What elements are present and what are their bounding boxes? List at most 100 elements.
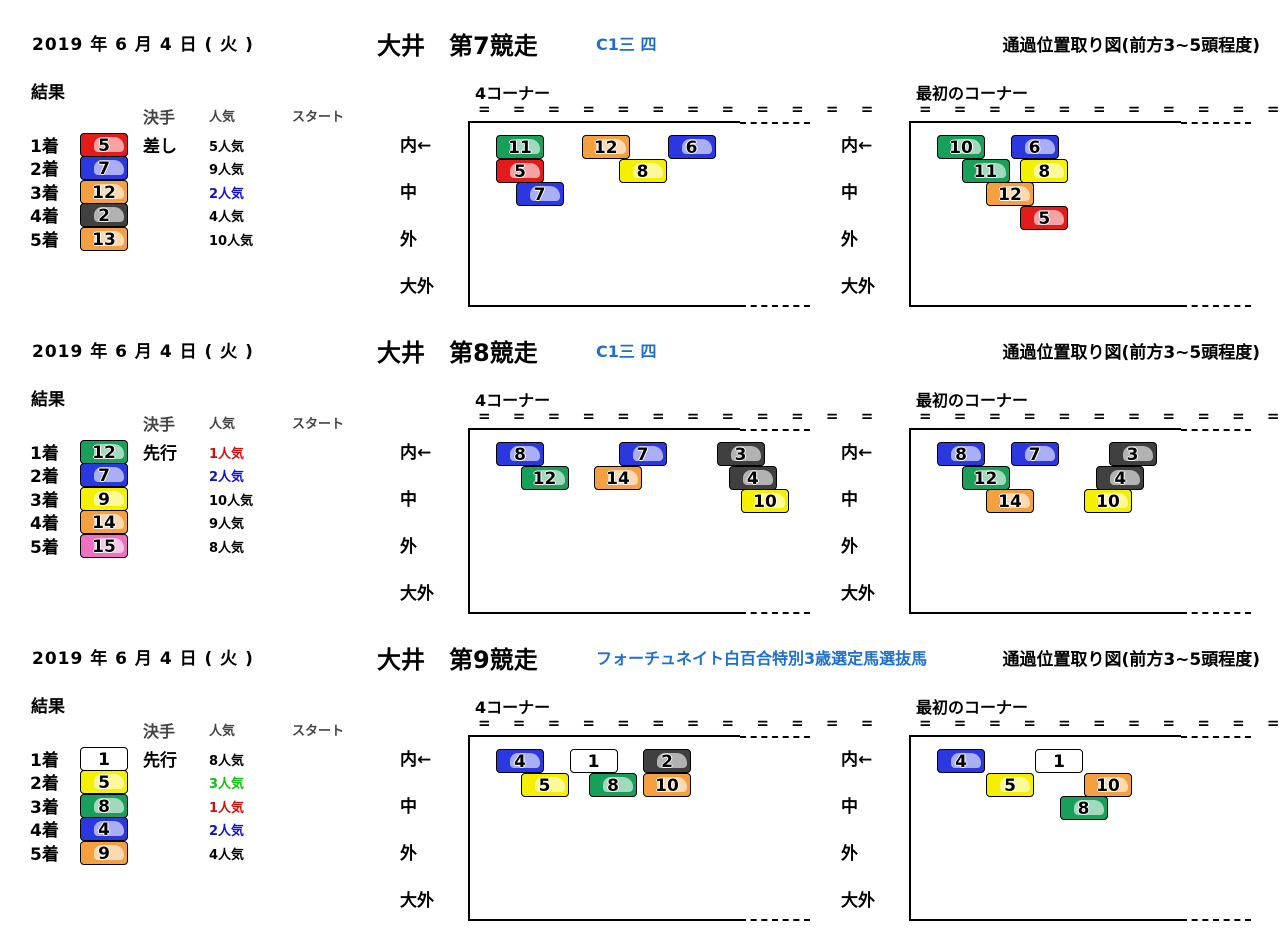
dash-line (1181, 122, 1251, 124)
corner-horse: 12 (986, 182, 1034, 206)
straight-marker: = = = = = = = = = = = = (478, 714, 882, 732)
col-header-kimete: 決手 (143, 108, 176, 127)
result-rank: 5着 (30, 231, 59, 251)
result-horse: 9 (80, 487, 128, 511)
col-header-ninki: 人気 (209, 417, 236, 432)
col-header-kimete: 決手 (143, 722, 176, 741)
lane-label: 中 (400, 797, 417, 817)
corner-horse: 10 (1084, 772, 1132, 797)
race-class: フォーチュネイト白百合特別3歳選定馬選抜馬 (596, 649, 928, 668)
horse-number: 2 (661, 752, 673, 772)
lane-label: 内← (841, 750, 873, 770)
result-rank: 1着 (30, 137, 59, 157)
col-header-ninki: 人気 (209, 110, 236, 125)
race-date: 2019 年 6 月 4 日 ( 火 ) (32, 35, 254, 55)
horse-number: 10 (753, 492, 777, 512)
horse-number: 6 (685, 138, 698, 158)
lane-label: 大外 (841, 584, 875, 604)
race-section: 2019 年 6 月 4 日 ( 火 ) 大井 第9競走 フォーチュネイト白百合… (0, 614, 1280, 921)
horse-silhouette-icon (1000, 776, 1030, 792)
result-horse: 5 (80, 133, 128, 157)
horse-silhouette-icon (534, 776, 565, 792)
horse-number: 14 (606, 468, 630, 489)
horse-silhouette-icon (94, 821, 124, 836)
corner-horse: 6 (667, 135, 716, 159)
horse-silhouette-icon (742, 469, 773, 485)
result-rank: 4着 (30, 821, 59, 841)
corner-horse: 8 (496, 442, 544, 466)
horse-silhouette-icon (1000, 186, 1030, 201)
horse-silhouette-icon (94, 160, 124, 175)
result-rank: 1着 (30, 751, 59, 771)
corner1-label: 最初のコーナー (916, 698, 1029, 717)
lane-label: 内← (400, 443, 432, 463)
horse-silhouette-icon (657, 753, 687, 768)
result-horse: 12 (80, 180, 128, 204)
race-date: 2019 年 6 月 4 日 ( 火 ) (32, 342, 254, 362)
horse-number: 15 (92, 537, 116, 557)
result-ninki: 3人気 (209, 777, 245, 792)
horse-silhouette-icon (681, 139, 712, 154)
col-header-kimete: 決手 (143, 415, 176, 434)
result-ninki: 1人気 (209, 447, 245, 462)
horse-number: 8 (1077, 799, 1090, 819)
result-horse: 7 (80, 463, 128, 487)
horse-number: 5 (1038, 208, 1051, 229)
result-rank: 3着 (30, 184, 59, 204)
corner-horse: 5 (986, 772, 1034, 797)
result-ninki: 8人気 (209, 541, 245, 556)
horse-silhouette-icon (1098, 493, 1128, 508)
result-rank: 4着 (30, 207, 59, 227)
horse-number: 1 (587, 752, 600, 772)
result-kimete: 先行 (143, 751, 177, 771)
corner4-box: 4 1 2 5 8 10 (468, 735, 740, 921)
horse-silhouette-icon (657, 776, 687, 792)
horse-number: 10 (1096, 492, 1120, 512)
dash-line (740, 122, 810, 124)
lane-label: 外 (400, 844, 417, 864)
horse-number: 7 (98, 159, 110, 179)
horse-number: 12 (92, 443, 116, 463)
corner-horse: 4 (937, 749, 985, 773)
corner-horse: 8 (589, 772, 638, 797)
result-rank: 1着 (30, 444, 59, 464)
result-horse: 8 (80, 794, 128, 818)
horse-number: 9 (98, 490, 110, 510)
horse-silhouette-icon (603, 776, 634, 792)
dash-line (740, 736, 810, 738)
result-ninki: 2人気 (209, 470, 245, 485)
horse-number: 12 (92, 183, 116, 203)
race-name: 大井 第9競走 (377, 646, 538, 674)
race-class: C1三 四 (596, 35, 657, 54)
dash-line (1181, 429, 1251, 431)
result-horse: 13 (80, 227, 128, 251)
horse-silhouette-icon (608, 469, 638, 485)
result-rank: 2着 (30, 774, 59, 794)
horse-silhouette-icon (94, 798, 124, 813)
dash-line (1181, 305, 1251, 307)
result-ninki: 10人気 (209, 234, 254, 249)
horse-silhouette-icon (510, 753, 540, 768)
col-header-start: スタート (292, 417, 345, 432)
horse-silhouette-icon (94, 137, 124, 152)
horse-number: 10 (949, 138, 973, 158)
horse-silhouette-icon (510, 139, 540, 154)
horse-silhouette-icon (94, 845, 124, 860)
result-horse: 15 (80, 534, 128, 558)
corner4-label: 4コーナー (475, 698, 551, 717)
horse-number: 5 (514, 161, 526, 182)
lane-label: 内← (400, 136, 432, 156)
corner-horse: 10 (1084, 489, 1132, 513)
horse-silhouette-icon (94, 774, 124, 789)
horse-silhouette-icon (755, 493, 785, 508)
horse-number: 4 (746, 468, 759, 489)
corner4-box: 8 7 3 12 14 4 10 (468, 428, 789, 614)
horse-silhouette-icon (1122, 446, 1153, 461)
result-rank: 2着 (30, 160, 59, 180)
horse-silhouette-icon (94, 538, 124, 553)
result-ninki: 5人気 (209, 140, 245, 155)
result-rank: 2着 (30, 467, 59, 487)
corner-horse: 2 (643, 749, 691, 773)
corner1-box: 10 6 11 8 12 5 (909, 121, 1181, 307)
horse-silhouette-icon (1034, 209, 1065, 225)
